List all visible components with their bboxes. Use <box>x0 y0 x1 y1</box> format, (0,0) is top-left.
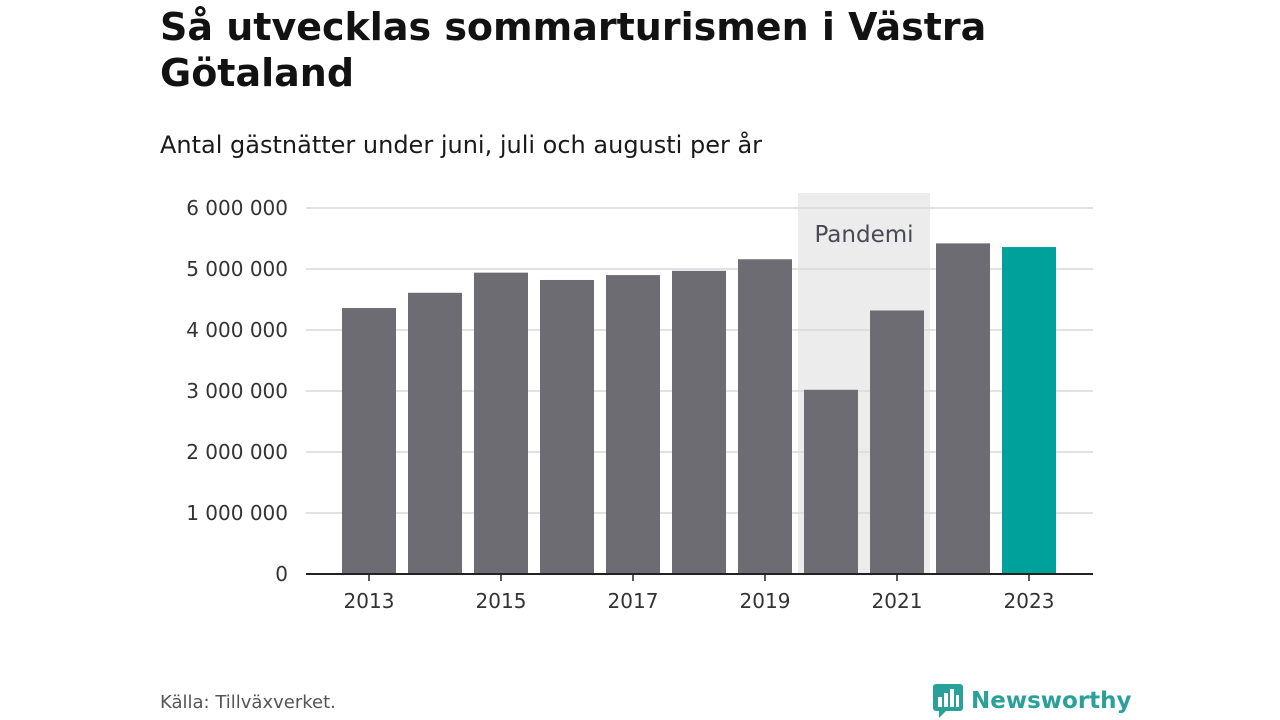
y-tick-label: 2 000 000 <box>186 440 288 464</box>
annotation-labels: Pandemi <box>814 222 913 248</box>
source-note: Källa: Tillväxverket. <box>160 692 336 713</box>
y-tick-label: 6 000 000 <box>186 196 288 220</box>
chart-subtitle: Antal gästnätter under juni, juli och au… <box>160 131 763 159</box>
x-tick-label: 2021 <box>872 589 923 613</box>
chart-title: Så utvecklas sommarturismen i Västra Göt… <box>160 5 987 95</box>
y-tick-label: 3 000 000 <box>186 379 288 403</box>
bar-2020 <box>804 389 858 574</box>
bar-2015 <box>474 272 528 574</box>
bar-chart: 0 1 000 000 2 000 000 3 000 000 4 000 000 5 0… <box>186 193 1093 613</box>
bars <box>342 243 1056 575</box>
annotation-label: Pandemi <box>814 222 913 248</box>
bar-2018 <box>672 270 726 574</box>
brand-name: Newsworthy <box>971 688 1132 714</box>
axes <box>306 573 1093 581</box>
tick-labels: 0 1 000 000 2 000 000 3 000 000 4 000 000 5 0… <box>186 196 1054 613</box>
x-tick-label: 2015 <box>476 589 527 613</box>
bar-2019 <box>738 259 792 574</box>
bar-2016 <box>540 279 594 574</box>
x-tick-label: 2013 <box>344 589 395 613</box>
bar-2014 <box>408 292 462 574</box>
bar-2013 <box>342 308 396 574</box>
brand-logo: Newsworthy <box>933 683 1132 719</box>
newsworthy-logo-icon <box>933 684 963 718</box>
bar-2017 <box>606 275 660 574</box>
y-tick-label: 1 000 000 <box>186 501 288 525</box>
x-tick-label: 2019 <box>740 589 791 613</box>
x-tick-label: 2017 <box>608 589 659 613</box>
y-tick-label: 5 000 000 <box>186 257 288 281</box>
x-tick-label: 2023 <box>1004 589 1055 613</box>
y-tick-label: 0 <box>275 562 288 586</box>
bar-2022 <box>936 243 990 574</box>
bar-2021 <box>870 310 924 574</box>
bar-2023 <box>1002 247 1056 575</box>
y-tick-label: 4 000 000 <box>186 318 288 342</box>
